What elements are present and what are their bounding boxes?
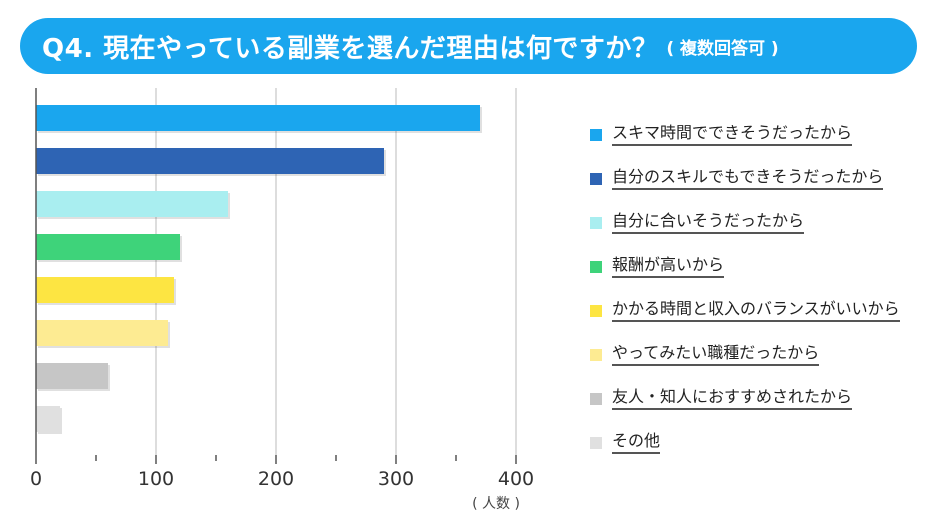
bar-4 — [36, 234, 180, 260]
legend-label: やってみたい職種だったから — [612, 344, 820, 367]
x-tick-label: 200 — [258, 468, 294, 490]
legend-item: 友人・知人におすすめされたから — [590, 377, 920, 421]
legend-item: スキマ時間でできそうだったから — [590, 113, 920, 157]
legend-label: その他 — [612, 432, 661, 455]
legend-swatch — [590, 173, 602, 185]
bar-7 — [36, 363, 108, 389]
chart-legend: スキマ時間でできそうだったから自分のスキルでもできそうだったから 自分に合いそうだ… — [590, 113, 920, 465]
bar-6 — [36, 320, 168, 346]
legend-item: 自分のスキルでもできそうだったから — [590, 157, 920, 201]
x-tick-label: 400 — [498, 468, 534, 490]
chart-title: Q4. 現在やっている副業を選んだ理由は何ですか？ — [42, 33, 659, 64]
legend-item: その他 — [590, 421, 920, 465]
legend-label: 報酬が高いから — [612, 256, 725, 279]
legend-swatch — [590, 261, 602, 273]
legend-item: 報酬が高いから — [590, 245, 920, 289]
legend-item: 自分に合いそうだったから — [590, 201, 920, 245]
x-tick-label: 100 — [138, 468, 174, 490]
bar-3 — [36, 191, 228, 217]
chart-title-bar: Q4. 現在やっている副業を選んだ理由は何ですか？ ( 複数回答可 ) — [20, 18, 917, 74]
legend-swatch — [590, 129, 602, 141]
x-tick-label: 0 — [30, 468, 42, 490]
legend-label: 自分に合いそうだったから — [612, 212, 805, 235]
legend-item: やってみたい職種だったから — [590, 333, 920, 377]
legend-swatch — [590, 305, 602, 317]
legend-label: スキマ時間でできそうだったから — [612, 124, 853, 147]
legend-swatch — [590, 217, 602, 229]
bar-1 — [36, 105, 480, 131]
legend-item: かかる時間と収入のバランスがいいから — [590, 289, 920, 333]
legend-swatch — [590, 349, 602, 361]
x-tick-label: 300 — [378, 468, 414, 490]
legend-label: 友人・知人におすすめされたから — [612, 388, 853, 411]
legend-swatch — [590, 437, 602, 449]
bar-5 — [36, 277, 174, 303]
x-axis-label: ( 人数 ) — [472, 496, 520, 512]
legend-swatch — [590, 393, 602, 405]
bar-2 — [36, 148, 384, 174]
chart-subtitle: ( 複数回答可 ) — [666, 38, 779, 59]
legend-label: かかる時間と収入のバランスがいいから — [612, 300, 900, 323]
legend-label: 自分のスキルでもできそうだったから — [612, 168, 884, 191]
bar-8 — [36, 406, 60, 432]
